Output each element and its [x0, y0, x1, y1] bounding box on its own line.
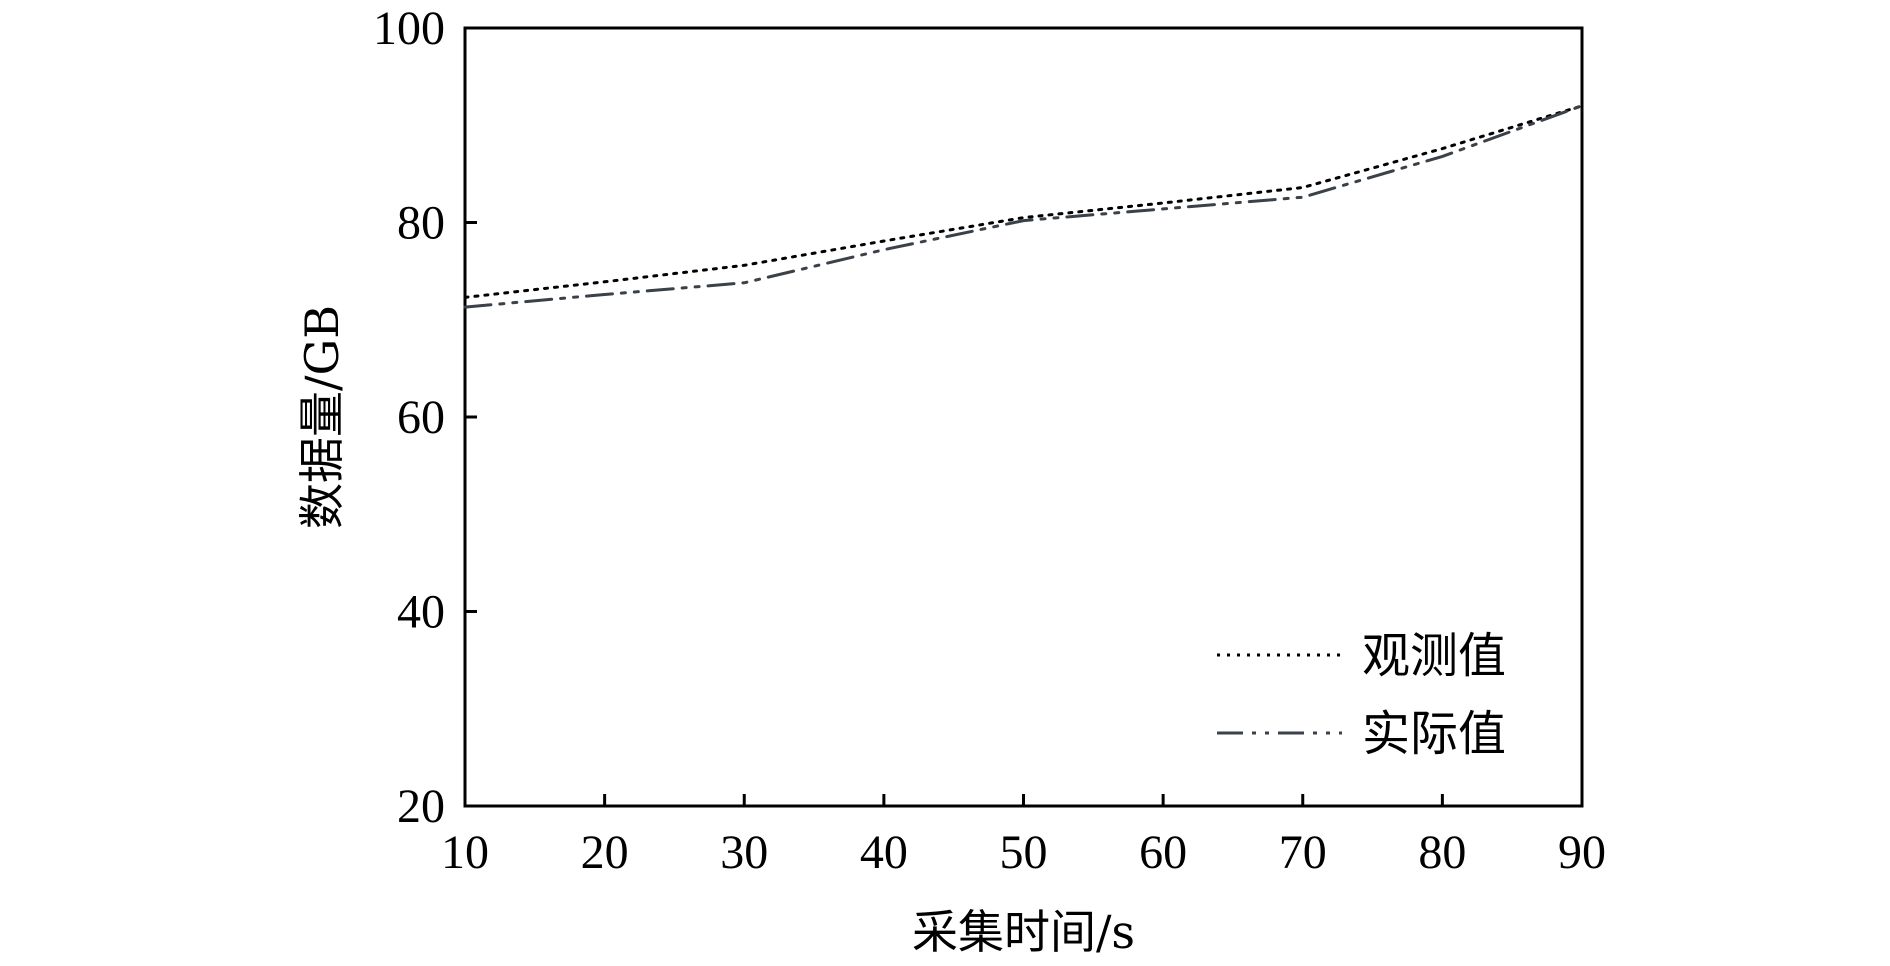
- axes: [463, 26, 1584, 808]
- x-tick-label: 80: [1418, 826, 1466, 879]
- x-tick-label: 90: [1558, 826, 1606, 879]
- legend-label-observed: 观测值: [1362, 628, 1506, 684]
- y-axis-title: 数据量/GB: [295, 305, 349, 529]
- y-tick-label: 100: [373, 2, 445, 55]
- x-tick-label: 10: [441, 826, 489, 879]
- y-tick-label: 60: [397, 391, 445, 444]
- x-tick-label: 60: [1139, 826, 1187, 879]
- series-lines: [463, 104, 1584, 309]
- series-line-1: [463, 104, 1584, 309]
- legend: 观测值 实际值: [1217, 628, 1506, 762]
- legend-label-actual: 实际值: [1362, 706, 1506, 762]
- x-tick-label: 20: [581, 826, 629, 879]
- x-axis-title: 采集时间/s: [912, 905, 1135, 959]
- series-line-0: [463, 104, 1584, 299]
- y-tick-label: 20: [397, 780, 445, 833]
- x-tick-label: 70: [1279, 826, 1327, 879]
- x-tick-label: 50: [1000, 826, 1048, 879]
- y-tick-label: 80: [397, 197, 445, 250]
- y-tick-label: 40: [397, 586, 445, 639]
- x-tick-label: 30: [720, 826, 768, 879]
- x-tick-label: 40: [860, 826, 908, 879]
- plot-frame: [463, 26, 1584, 808]
